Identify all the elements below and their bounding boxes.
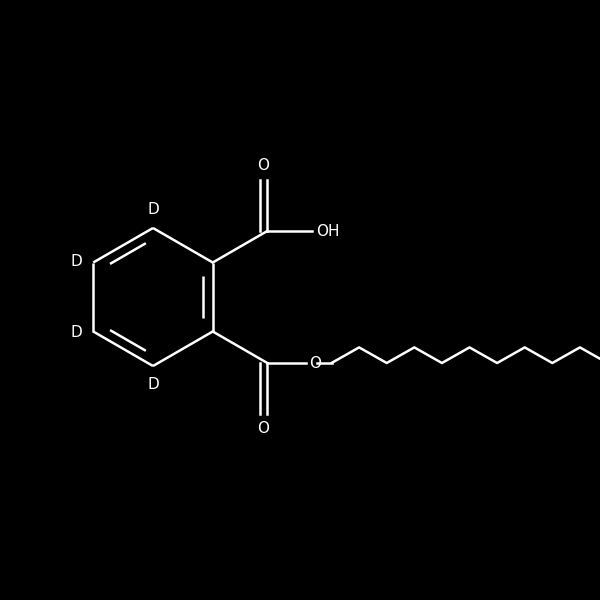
Text: O: O: [257, 421, 269, 436]
Text: OH: OH: [316, 223, 340, 238]
Text: D: D: [147, 202, 159, 217]
Text: O: O: [310, 355, 322, 370]
Text: D: D: [147, 377, 159, 392]
Text: O: O: [257, 158, 269, 173]
Text: D: D: [71, 254, 82, 269]
Text: D: D: [71, 325, 82, 340]
